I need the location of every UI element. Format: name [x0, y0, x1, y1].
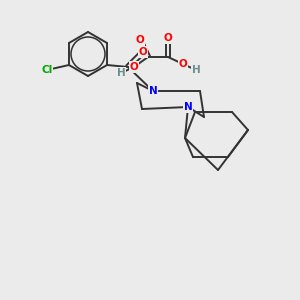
- Text: O: O: [164, 33, 172, 43]
- Text: O: O: [130, 62, 138, 72]
- Text: O: O: [178, 59, 188, 69]
- Text: O: O: [139, 47, 147, 57]
- Text: H: H: [117, 68, 125, 78]
- Text: N: N: [184, 102, 192, 112]
- Text: N: N: [148, 86, 158, 96]
- Text: H: H: [192, 65, 200, 75]
- Text: O: O: [136, 35, 144, 45]
- Text: Cl: Cl: [41, 65, 52, 75]
